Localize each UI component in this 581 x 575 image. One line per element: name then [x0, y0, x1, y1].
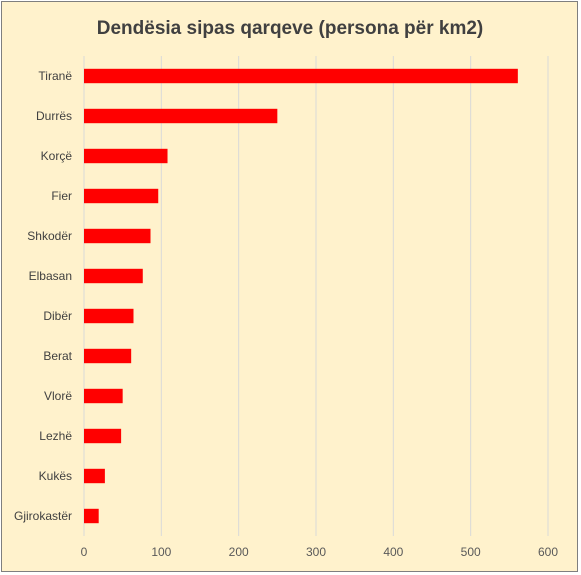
x-tick-label: 300	[306, 545, 326, 559]
bar-Durrës	[84, 108, 278, 124]
category-label: Dibër	[43, 309, 72, 323]
x-tick-label: 500	[461, 545, 481, 559]
category-label: Shkodër	[27, 229, 72, 243]
category-label: Korçë	[41, 149, 73, 163]
bar-Fier	[84, 188, 159, 204]
bar-Gjirokastër	[84, 508, 99, 524]
bar-Dibër	[84, 308, 134, 324]
category-label: Fier	[51, 189, 72, 203]
category-label: Berat	[43, 349, 72, 363]
chart-title: Dendësia sipas qarqeve (persona për km2)	[97, 18, 484, 39]
x-tick-label: 100	[151, 545, 171, 559]
bar-Kukës	[84, 468, 105, 484]
category-label: Kukës	[39, 469, 72, 483]
bar-Korçë	[84, 148, 168, 164]
bar-Vlorë	[84, 388, 123, 404]
x-tick-label: 400	[383, 545, 403, 559]
gridlines	[83, 56, 549, 536]
x-tick-label: 200	[229, 545, 249, 559]
x-tick-label: 0	[81, 545, 88, 559]
category-label: Gjirokastër	[14, 509, 72, 523]
category-label: Elbasan	[29, 269, 72, 283]
x-axis-tick-labels: 0 100 200 300 400 500 600	[81, 545, 559, 559]
bars	[84, 68, 518, 524]
bar-Berat	[84, 348, 132, 364]
bar-Elbasan	[84, 268, 143, 284]
bar-Lezhë	[84, 428, 122, 444]
bar-Tiranë	[84, 68, 518, 84]
category-label: Lezhë	[39, 429, 72, 443]
category-label: Durrës	[36, 109, 72, 123]
category-label: Tiranë	[38, 69, 72, 83]
category-labels: Tiranë Durrës Korçë Fier Shkodër Elbasan Dibër…	[14, 69, 73, 523]
bar-Shkodër	[84, 228, 151, 244]
category-label: Vlorë	[44, 389, 72, 403]
x-tick-label: 600	[538, 545, 558, 559]
